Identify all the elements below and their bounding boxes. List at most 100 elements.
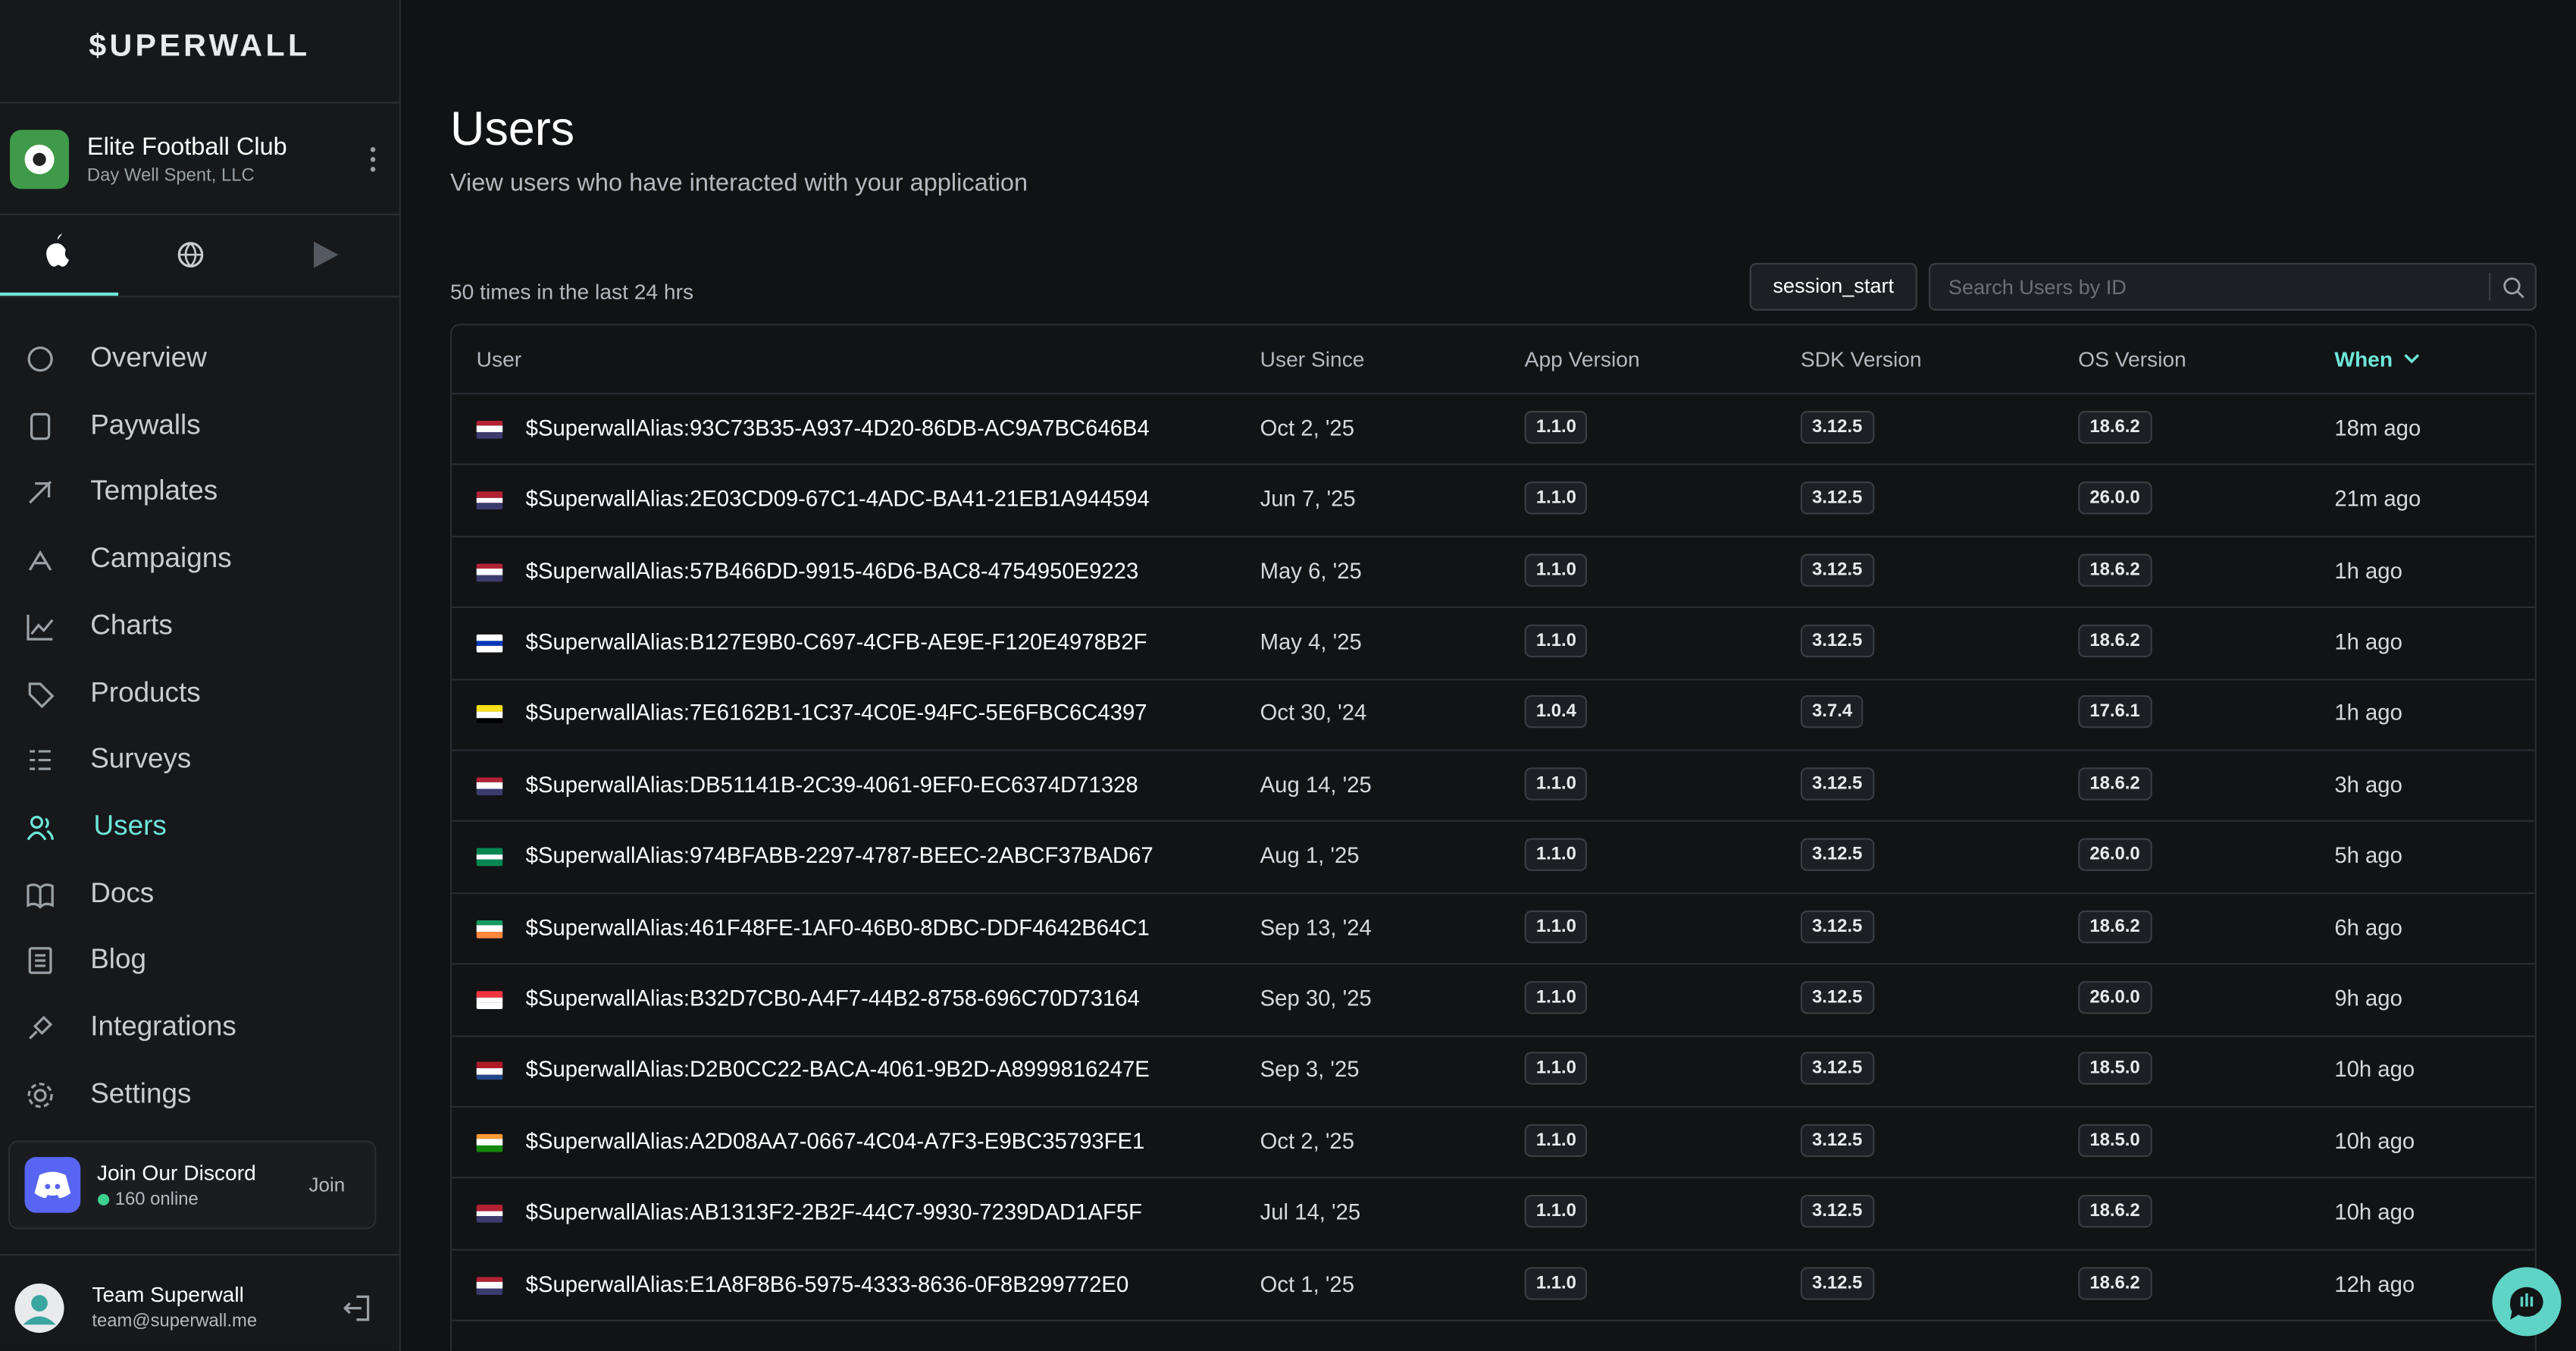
nav-icon (30, 750, 51, 771)
nav-item[interactable]: Integrations (0, 998, 399, 1057)
event-filter[interactable]: session_start (1749, 262, 1917, 311)
user-id[interactable]: $SuperwallAlias:93C73B35-A937-4D20-86DB-… (525, 415, 1150, 440)
nav-item[interactable]: Docs (0, 864, 399, 923)
version-badge: 18.5.0 (2078, 1052, 2152, 1086)
app-name[interactable]: Elite Football Club (86, 133, 287, 161)
nav-item[interactable]: Templates (0, 462, 399, 522)
nav-item[interactable]: Blog (0, 931, 399, 990)
nav-item[interactable]: Users (0, 797, 399, 856)
last-seen: 5h ago (2334, 843, 2402, 868)
nav-label: Products (90, 676, 201, 708)
user-id[interactable]: $SuperwallAlias:E1A8F8B6-5975-4333-8636-… (525, 1271, 1129, 1296)
user-since: Aug 14, '25 (1260, 772, 1372, 797)
version-badge: 18.6.2 (2078, 766, 2152, 801)
row-divider (452, 1177, 2535, 1180)
row-divider (452, 749, 2535, 751)
last-seen: 10h ago (2334, 1057, 2415, 1083)
search-icon[interactable] (2502, 276, 2524, 299)
nav-item[interactable]: Charts (0, 596, 399, 655)
user-id[interactable]: $SuperwallAlias:DB51141B-2C39-4061-9EF0-… (525, 772, 1138, 797)
nav-item[interactable]: Products (0, 663, 399, 723)
user-id[interactable]: $SuperwallAlias:B32D7CB0-A4F7-44B2-8758-… (525, 986, 1140, 1011)
flag-stripe (476, 420, 503, 427)
nav-label: Paywalls (90, 409, 201, 440)
version-value: 1.1.0 (1524, 909, 1588, 943)
nav-icon (27, 346, 53, 372)
nav-item[interactable]: Paywalls (0, 396, 399, 455)
sort-header[interactable]: When (2334, 346, 2393, 371)
flag-stripe (476, 646, 503, 653)
nav-icon (30, 412, 51, 440)
version-badge: 1.1.0 (1524, 980, 1588, 1014)
version-badge: 18.5.0 (2078, 1124, 2152, 1157)
user-since: Oct 1, '25 (1260, 1271, 1354, 1296)
user-since: Sep 3, '25 (1260, 1057, 1360, 1083)
version-value: 3.7.4 (1800, 695, 1864, 729)
flag-stripe (476, 575, 503, 581)
row-divider (452, 1105, 2535, 1108)
country-flag (476, 563, 503, 581)
version-value: 1.1.0 (1524, 624, 1588, 657)
flag-stripe (476, 1282, 503, 1289)
user-since: Jul 14, '25 (1260, 1199, 1361, 1225)
chat-button[interactable] (2490, 1265, 2562, 1337)
flag-stripe (476, 1002, 503, 1009)
flag-stripe (476, 503, 503, 510)
row-divider (452, 1034, 2535, 1036)
user-since: Sep 30, '25 (1260, 986, 1372, 1011)
version-badge: 1.1.0 (1524, 1052, 1588, 1086)
user-id[interactable]: $SuperwallAlias:7E6162B1-1C37-4C0E-94FC-… (525, 701, 1147, 726)
version-value: 18.6.2 (2078, 909, 2152, 943)
version-value: 3.12.5 (1800, 624, 1874, 657)
row-divider (452, 678, 2535, 680)
version-badge: 1.1.0 (1524, 553, 1588, 586)
nav-item[interactable]: Surveys (0, 730, 399, 789)
nav-icon (27, 882, 54, 908)
app-icon (10, 130, 70, 190)
event-count: 50 times in the last 24 hrs (449, 279, 694, 305)
version-badge: 3.12.5 (1800, 1195, 1874, 1228)
flag-stripe (476, 1217, 503, 1223)
row-divider (452, 963, 2535, 965)
last-seen: 1h ago (2334, 701, 2402, 726)
brand-logo[interactable]: $UPERWALL (89, 30, 311, 64)
discord-card[interactable]: Join Our Discord 160 online Join (8, 1140, 377, 1230)
sort-icon[interactable] (2402, 350, 2421, 367)
flag-stripe (476, 1133, 503, 1140)
user-id[interactable]: $SuperwallAlias:D2B0CC22-BACA-4061-9B2D-… (525, 1057, 1150, 1083)
country-flag (476, 491, 503, 510)
nav-item[interactable]: Overview (0, 329, 399, 388)
last-seen: 1h ago (2334, 629, 2402, 654)
user-id[interactable]: $SuperwallAlias:AB1313F2-2B2F-44C7-9930-… (525, 1199, 1143, 1225)
version-value: 1.0.4 (1524, 695, 1588, 729)
logout-button[interactable] (342, 1293, 371, 1323)
app-menu[interactable] (365, 145, 381, 174)
version-badge: 3.12.5 (1800, 838, 1874, 872)
flag-stripe (476, 1061, 503, 1068)
discord-title: Join Our Discord (96, 1160, 256, 1185)
version-badge: 18.6.2 (2078, 410, 2152, 444)
nav-icon (28, 550, 52, 571)
search-box[interactable]: Search Users by ID (1928, 262, 2537, 311)
user-id[interactable]: $SuperwallAlias:B127E9B0-C697-4CFB-AE9E-… (525, 629, 1147, 654)
user-id[interactable]: $SuperwallAlias:A2D08AA7-0667-4C04-A7F3-… (525, 1128, 1145, 1154)
version-badge: 18.6.2 (2078, 909, 2152, 943)
version-badge: 18.6.2 (2078, 1195, 2152, 1228)
nav-item[interactable]: Settings (0, 1064, 399, 1124)
platform-tabs[interactable] (0, 215, 399, 297)
row-divider (452, 535, 2535, 538)
user-id[interactable]: $SuperwallAlias:57B466DD-9915-46D6-BAC8-… (525, 557, 1139, 583)
version-badge: 18.6.2 (2078, 624, 2152, 657)
discord-join[interactable]: Join (308, 1173, 346, 1197)
flag-stripe (476, 854, 503, 860)
user-id[interactable]: $SuperwallAlias:974BFABB-2297-4787-BEEC-… (525, 843, 1153, 868)
last-seen: 6h ago (2334, 914, 2402, 939)
account-email: team@superwall.me (92, 1311, 258, 1331)
flag-stripe (476, 848, 503, 854)
user-since: May 4, '25 (1260, 629, 1362, 654)
nav-label: Overview (90, 341, 207, 374)
user-id[interactable]: $SuperwallAlias:2E03CD09-67C1-4ADC-BA41-… (525, 486, 1150, 512)
user-id[interactable]: $SuperwallAlias:461F48FE-1AF0-46B0-8DBC-… (525, 914, 1150, 939)
flag-stripe (476, 1288, 503, 1295)
nav-item[interactable]: Campaigns (0, 529, 399, 588)
